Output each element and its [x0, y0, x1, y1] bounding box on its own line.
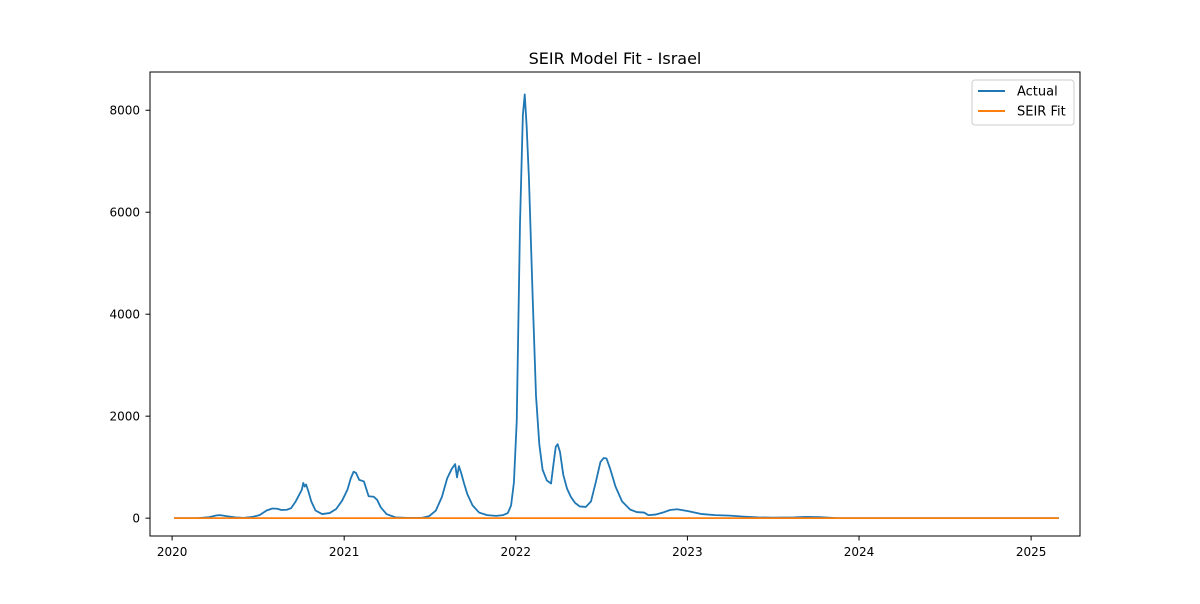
plot-frame	[149, 71, 1081, 537]
x-tick-label: 2022	[501, 545, 532, 559]
legend-label: SEIR Fit	[1017, 105, 1066, 120]
series-line-actual	[173, 93, 1059, 520]
y-tick-label: 6000	[109, 206, 140, 220]
y-tick-label: 8000	[109, 104, 140, 118]
y-tick-label: 0	[132, 512, 140, 526]
y-tick-label: 4000	[109, 308, 140, 322]
chart-title: SEIR Model Fit - Israel	[529, 49, 702, 68]
x-tick-label: 2021	[329, 545, 360, 559]
series-layer	[173, 93, 1059, 520]
legend-label: Actual	[1017, 85, 1058, 100]
x-tick-label: 2020	[157, 545, 188, 559]
x-tick-label: 2024	[844, 545, 875, 559]
y-tick-label: 2000	[109, 410, 140, 424]
x-tick-label: 2023	[672, 545, 703, 559]
x-tick-label: 2025	[1016, 545, 1047, 559]
axes: 2020 2021 2022 2023 2024 2025 0 2000 4000 6000 800…	[109, 104, 1046, 559]
legend: Actual SEIR Fit	[971, 79, 1075, 126]
